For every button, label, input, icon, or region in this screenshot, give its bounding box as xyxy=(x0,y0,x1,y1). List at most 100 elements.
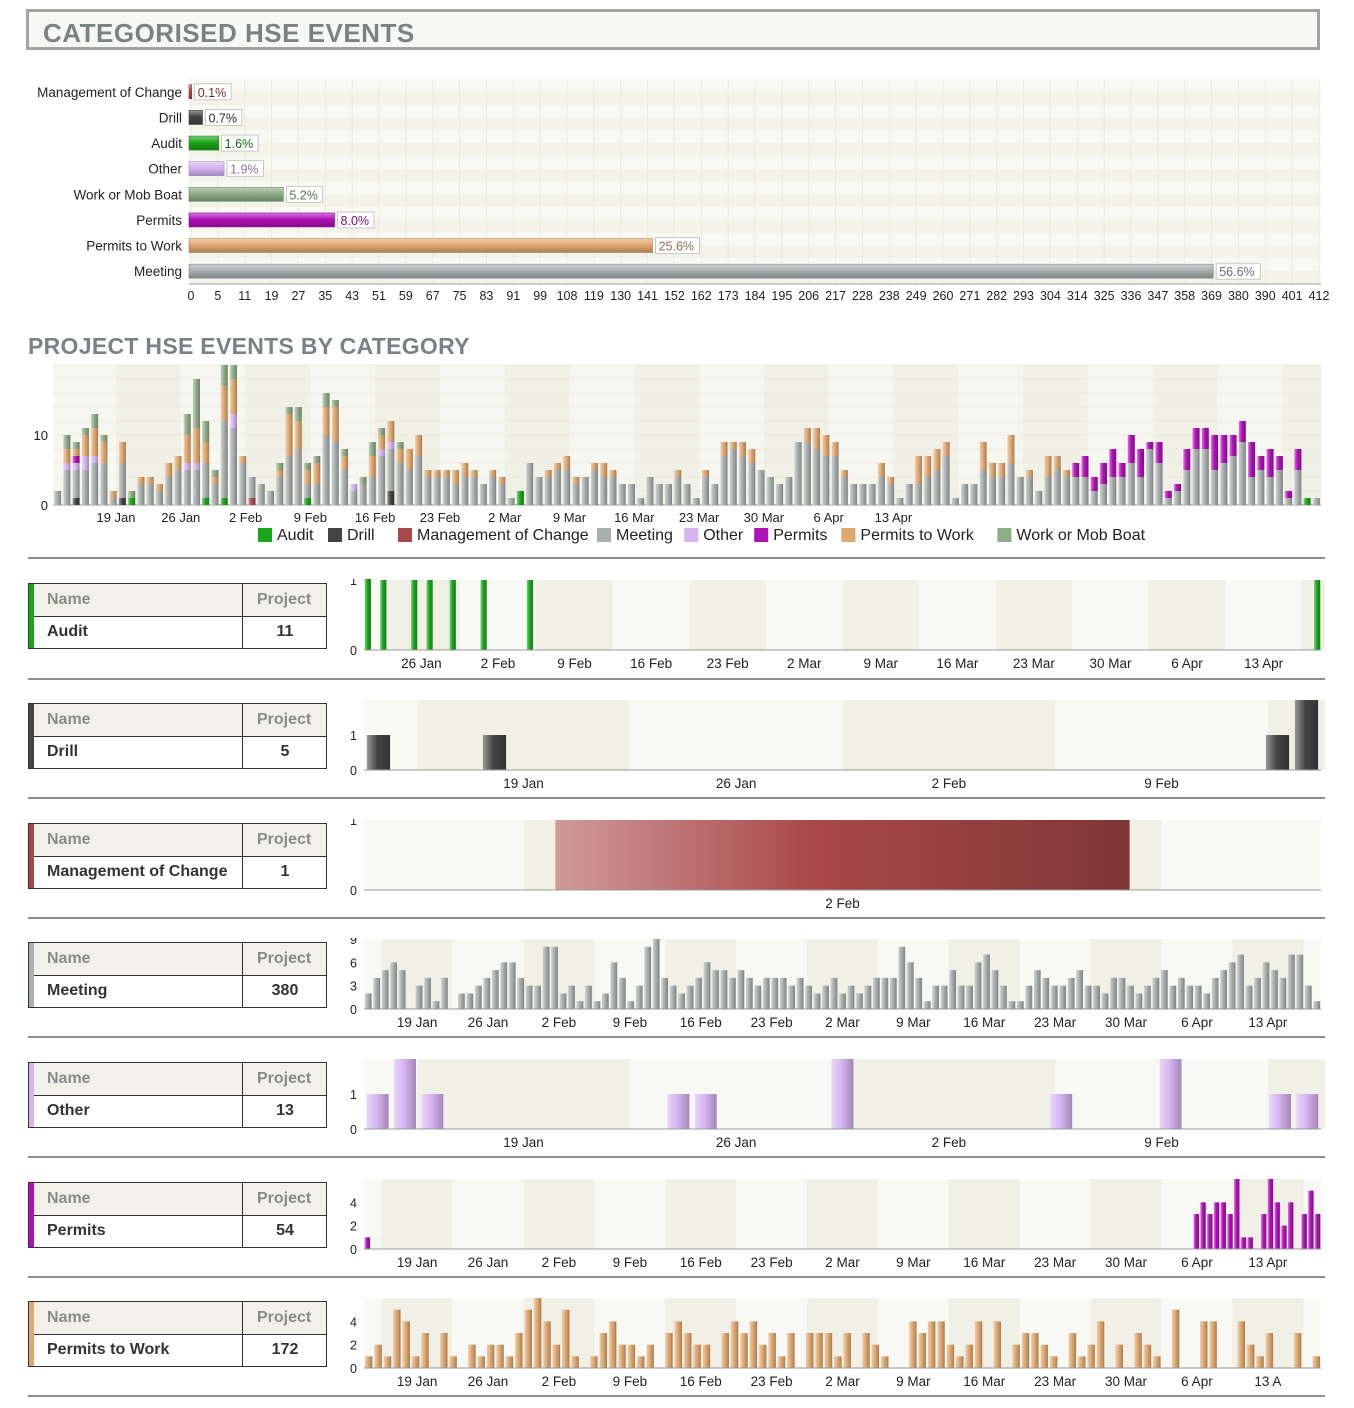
legend-label: Meeting xyxy=(616,527,673,544)
table-header xyxy=(29,1063,326,1096)
stack-segment xyxy=(91,456,99,463)
stack-segment xyxy=(452,484,460,505)
bar xyxy=(745,977,753,1009)
stack-segment xyxy=(655,484,663,505)
stack-segment xyxy=(137,477,145,484)
x-tick-label: 23 Mar xyxy=(1013,656,1056,671)
bar xyxy=(1127,985,1134,1009)
bar xyxy=(364,1356,373,1368)
bar xyxy=(366,735,391,770)
stack-segment xyxy=(1192,449,1200,505)
x-tick-label: 271 xyxy=(959,289,980,303)
bar xyxy=(415,985,423,1009)
bar xyxy=(1269,1094,1291,1129)
bar xyxy=(1200,1202,1206,1249)
x-tick-label: 27 xyxy=(291,289,305,303)
x-tick-label: 19 xyxy=(265,289,279,303)
stack-segment xyxy=(1257,470,1265,505)
bar xyxy=(693,1344,701,1368)
bar xyxy=(380,580,387,650)
stack-segment xyxy=(544,477,552,505)
bar xyxy=(491,970,499,1009)
y-tick-label: 3 xyxy=(350,980,357,994)
x-tick-label: 16 Feb xyxy=(680,1015,722,1030)
bar xyxy=(486,1344,495,1368)
bar xyxy=(847,985,855,1009)
stack-segment xyxy=(803,428,811,442)
section-divider xyxy=(28,1276,1325,1278)
bar xyxy=(1274,1202,1280,1249)
stack-segment xyxy=(109,498,117,505)
bar xyxy=(702,1344,711,1368)
data-label-box xyxy=(194,83,232,101)
category-label: Drill xyxy=(159,110,182,125)
x-tick-label: 23 Mar xyxy=(1034,1255,1077,1270)
x-tick-label: 23 Feb xyxy=(420,510,460,525)
x-tick-label: 9 Feb xyxy=(1144,1135,1179,1150)
stack-segment xyxy=(1183,449,1191,470)
stack-segment xyxy=(998,477,1006,505)
bar xyxy=(635,985,643,1009)
x-tick-label: 19 Jan xyxy=(503,776,544,791)
legend-swatch xyxy=(328,528,342,542)
stack-segment xyxy=(350,491,358,505)
legend-label: Drill xyxy=(347,527,375,544)
category-table-drill: Name Project Drill 5 xyxy=(28,703,327,769)
stack-segment xyxy=(600,477,608,505)
bar xyxy=(815,1333,823,1368)
bar xyxy=(1000,985,1007,1009)
bar xyxy=(188,135,219,151)
x-tick-label: 26 Jan xyxy=(401,656,442,671)
stack-segment xyxy=(1127,435,1135,463)
stack-segment xyxy=(294,421,302,449)
category-swatch xyxy=(29,824,34,888)
stack-segment xyxy=(322,407,330,435)
section-title: PROJECT HSE EVENTS BY CATEGORY xyxy=(28,333,470,359)
stack-segment xyxy=(211,477,219,484)
category-table-meeting: Name Project Meeting 380 xyxy=(28,942,327,1008)
x-tick-label: 16 Mar xyxy=(936,656,979,671)
bar xyxy=(1115,1344,1124,1368)
x-tick-label: 9 Mar xyxy=(896,1015,931,1030)
bar xyxy=(188,238,653,253)
stack-segment xyxy=(313,456,321,463)
stack-segment xyxy=(304,463,312,470)
stack-segment xyxy=(1062,470,1070,477)
bar xyxy=(646,1344,654,1368)
stack-segment xyxy=(276,470,284,477)
legend-swatch xyxy=(841,528,856,542)
stack-segment xyxy=(202,498,210,505)
stack-segment xyxy=(202,442,210,463)
bar xyxy=(1301,1214,1307,1249)
bar xyxy=(1296,954,1304,1009)
stack-segment xyxy=(100,442,108,463)
stack-segment xyxy=(1211,435,1219,470)
bar xyxy=(1050,1094,1073,1129)
stack-segment xyxy=(1109,449,1117,477)
stack-segment xyxy=(155,491,163,505)
stack-segment xyxy=(220,386,228,421)
bar xyxy=(627,1344,636,1368)
x-tick-label: 108 xyxy=(557,289,578,303)
stack-segment xyxy=(1118,477,1126,505)
stack-segment xyxy=(359,484,367,505)
bar xyxy=(862,1333,870,1368)
category-name: Permits to Work xyxy=(47,1341,170,1358)
x-tick-label: 9 Feb xyxy=(613,1255,648,1270)
bar xyxy=(993,1321,1002,1368)
x-tick-label: 2 Mar xyxy=(825,1255,860,1270)
bar xyxy=(1304,985,1312,1009)
bar xyxy=(608,1321,617,1368)
stack-segment xyxy=(174,456,182,470)
x-tick-label: 2 Feb xyxy=(542,1015,577,1030)
stack-segment xyxy=(202,463,210,498)
stack-segment xyxy=(822,435,830,456)
bar xyxy=(737,970,745,1009)
bar xyxy=(1050,985,1058,1009)
x-tick-label: 13 Apr xyxy=(1248,1255,1288,1270)
stack-segment xyxy=(868,484,876,505)
stack-segment xyxy=(553,470,561,505)
column-header-project: Project xyxy=(257,711,312,728)
stack-segment xyxy=(183,470,191,505)
stack-segment xyxy=(1312,498,1320,505)
